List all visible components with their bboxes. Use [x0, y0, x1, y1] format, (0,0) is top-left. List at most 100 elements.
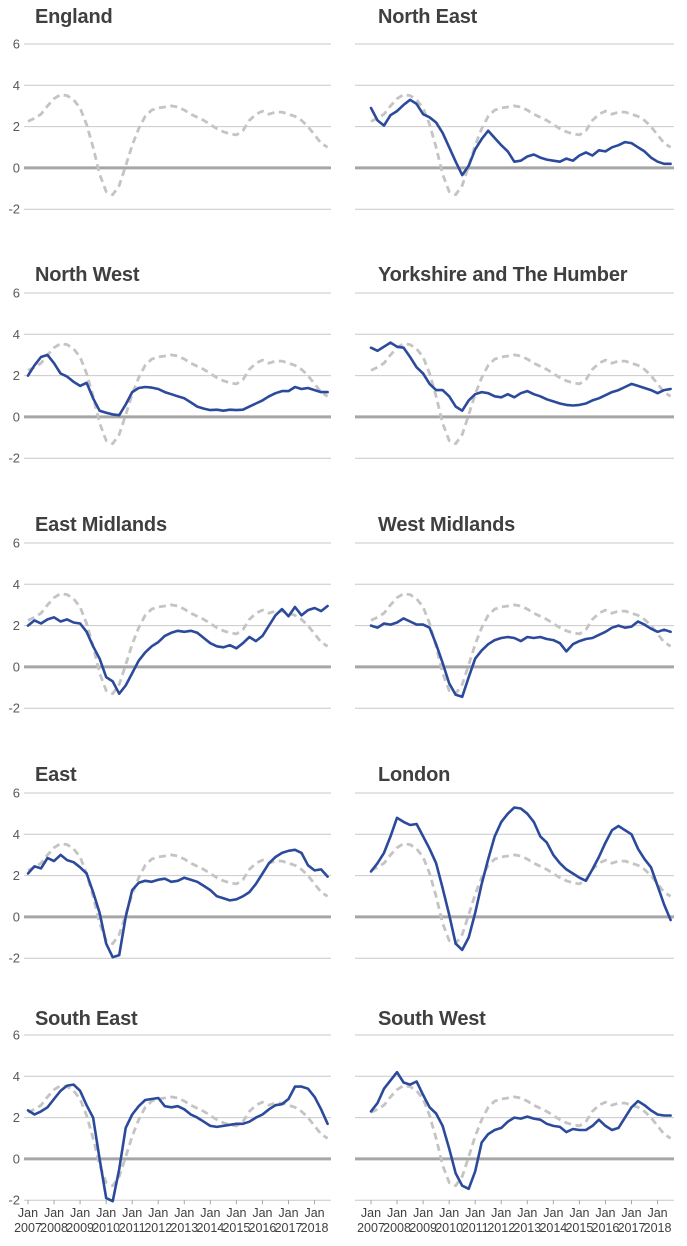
x-axis-month-label: Jan	[361, 1206, 381, 1220]
x-axis-year-label: 2018	[301, 1221, 329, 1235]
x-axis-year-label: 2017	[275, 1221, 303, 1235]
chart-panel-south-east: South East 6 4 2 0 -2 Jan 2007 Jan 2008 Jan 2009 Jan…	[0, 990, 343, 1246]
x-axis-month-label: Jan	[465, 1206, 485, 1220]
chart-panel-london: London	[343, 740, 687, 990]
chart-title: England	[35, 6, 113, 28]
chart-title: South East	[35, 1008, 138, 1030]
region-line	[369, 617, 672, 699]
y-axis-label: -2	[8, 451, 20, 466]
england-reference-line	[27, 93, 329, 197]
region-line	[26, 604, 329, 695]
region-line	[26, 1083, 329, 1203]
x-axis-year-label: 2014	[539, 1221, 567, 1235]
region-line	[369, 1070, 672, 1191]
chart-canvas	[355, 292, 674, 459]
england-reference-line	[27, 592, 329, 696]
chart-title: West Midlands	[378, 514, 516, 536]
x-axis-year-label: 2013	[513, 1221, 541, 1235]
x-axis-month-label: Jan	[413, 1206, 433, 1220]
x-axis-month-label: Jan	[387, 1206, 407, 1220]
region-line	[369, 341, 672, 412]
y-axis-label: 4	[13, 327, 20, 342]
region-line	[369, 806, 672, 952]
chart-panel-north-east: North East	[343, 0, 687, 240]
x-axis-year-label: 2013	[170, 1221, 198, 1235]
y-axis-label: 2	[13, 618, 20, 633]
x-axis-year-label: 2012	[144, 1221, 172, 1235]
chart-canvas: 6 4 2 0 -2	[8, 37, 331, 217]
england-reference-line	[27, 1084, 329, 1188]
y-axis-label: 6	[13, 1028, 20, 1043]
england-reference-line	[370, 842, 672, 946]
x-axis-month-label: Jan	[517, 1206, 537, 1220]
x-axis-year-label: 2017	[618, 1221, 646, 1235]
chart-canvas: 6 4 2 0 -2	[8, 536, 331, 716]
chart-canvas	[355, 792, 674, 959]
y-axis-label: -2	[8, 1193, 20, 1208]
y-axis-label: 4	[13, 577, 20, 592]
x-axis-month-label: Jan	[252, 1206, 272, 1220]
x-axis-month-label: Jan	[174, 1206, 194, 1220]
y-axis-label: 0	[13, 659, 20, 674]
x-axis-year-label: 2015	[222, 1221, 250, 1235]
y-axis-label: 2	[13, 119, 20, 134]
x-axis-month-label: Jan	[44, 1206, 64, 1220]
chart-title: North East	[378, 6, 478, 28]
chart-title: North West	[35, 264, 140, 286]
x-axis-year-label: 2010	[435, 1221, 463, 1235]
chart-title: Yorkshire and The Humber	[378, 264, 628, 286]
region-line	[26, 848, 329, 959]
x-axis-year-label: 2016	[249, 1221, 277, 1235]
x-axis-year-label: 2007	[14, 1221, 42, 1235]
y-axis-label: 2	[13, 1110, 20, 1125]
y-axis-label: -2	[8, 701, 20, 716]
chart-panel-east-midlands: East Midlands 6 4 2 0 -2	[0, 490, 343, 740]
england-reference-line	[27, 842, 329, 946]
chart-panel-west-midlands: West Midlands	[343, 490, 687, 740]
x-axis-year-label: 2015	[565, 1221, 593, 1235]
england-reference-line	[370, 592, 672, 696]
x-axis-month-label: Jan	[96, 1206, 116, 1220]
england-reference-line	[370, 1084, 672, 1188]
x-axis-year-label: 2014	[196, 1221, 224, 1235]
y-axis-label: 4	[13, 78, 20, 93]
y-axis-label: 0	[13, 160, 20, 175]
x-axis-month-label: Jan	[278, 1206, 298, 1220]
x-axis-year-label: 2016	[592, 1221, 620, 1235]
x-axis-year-label: 2018	[644, 1221, 672, 1235]
chart-panel-east: East 6 4 2 0 -2	[0, 740, 343, 990]
x-axis-month-label: Jan	[439, 1206, 459, 1220]
x-axis-month-label: Jan	[491, 1206, 511, 1220]
chart-panel-south-west: South West Jan 2007 Jan 2008 Jan 2009 Jan 2010 Ja…	[343, 990, 687, 1246]
x-axis-month-label: Jan	[595, 1206, 615, 1220]
chart-title: South West	[378, 1008, 486, 1030]
chart-title: East	[35, 764, 77, 786]
y-axis-label: 6	[13, 37, 20, 52]
y-axis-label: 4	[13, 827, 20, 842]
chart-canvas: 6420-2Jan2007Jan2008Jan2009Jan2010Jan201…	[8, 1028, 331, 1235]
x-axis-year-label: 2011	[119, 1221, 146, 1235]
x-axis-month-label: Jan	[70, 1206, 90, 1220]
chart-canvas	[355, 542, 674, 709]
chart-panel-yorkshire-and-the-humber: Yorkshire and The Humber	[343, 240, 687, 490]
x-axis-month-label: Jan	[543, 1206, 563, 1220]
england-reference-line	[370, 342, 672, 446]
x-axis-month-label: Jan	[200, 1206, 220, 1220]
england-reference-line	[370, 93, 672, 197]
x-axis-month-label: Jan	[569, 1206, 589, 1220]
chart-title: East Midlands	[35, 514, 167, 536]
y-axis-label: 2	[13, 368, 20, 383]
x-axis-month-label: Jan	[18, 1206, 38, 1220]
chart-canvas: Jan2007Jan2008Jan2009Jan2010Jan2011Jan20…	[355, 1034, 674, 1235]
x-axis-year-label: 2012	[487, 1221, 515, 1235]
x-axis-month-label: Jan	[148, 1206, 168, 1220]
x-axis-year-label: 2009	[66, 1221, 94, 1235]
chart-canvas: 6 4 2 0 -2	[8, 786, 331, 966]
x-axis-year-label: 2010	[92, 1221, 120, 1235]
y-axis-label: 6	[13, 786, 20, 801]
y-axis-label: 2	[13, 868, 20, 883]
x-axis-year-label: 2009	[409, 1221, 437, 1235]
y-axis-label: -2	[8, 951, 20, 966]
y-axis-label: 6	[13, 536, 20, 551]
